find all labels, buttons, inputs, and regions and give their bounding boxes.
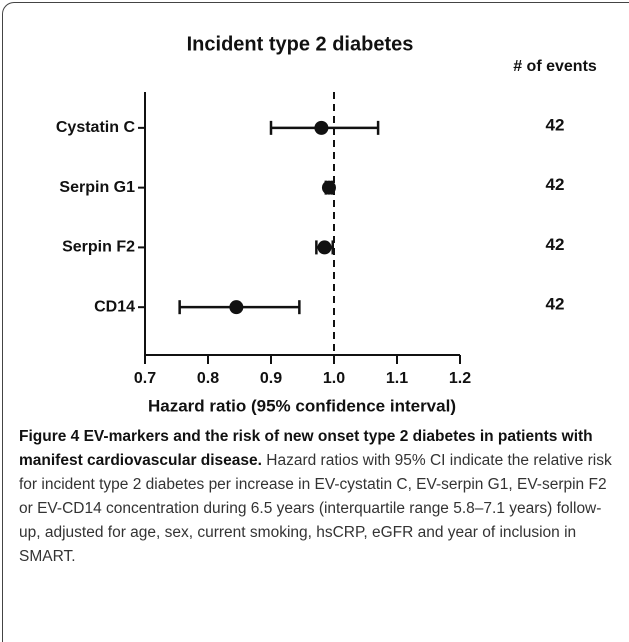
y-tick-label: Cystatin C (56, 119, 136, 136)
y-tick-label: Serpin G1 (59, 179, 135, 196)
point-estimate (321, 180, 336, 195)
point-estimate (317, 240, 332, 255)
y-tick-label: Serpin F2 (62, 239, 135, 256)
x-tick-label: 1.2 (449, 370, 471, 387)
point-estimate (229, 300, 244, 315)
x-tick-label: 0.9 (260, 370, 282, 387)
caption-text: Hazard ratios with 95% CI indicate the r… (19, 452, 612, 565)
x-tick-label: 0.8 (197, 370, 219, 387)
x-tick-label: 1.0 (323, 370, 345, 387)
x-tick-label: 0.7 (134, 370, 156, 387)
point-estimate (314, 120, 329, 135)
y-tick-label: CD14 (94, 298, 135, 315)
events-count: 42 (546, 175, 565, 194)
events-header: # of events (513, 58, 597, 75)
x-axis-label: Hazard ratio (95% confidence interval) (148, 396, 456, 415)
chart: Incident type 2 diabetes # of events Haz… (56, 33, 597, 415)
caption-title: Figure 4 EV-markers and the risk of new … (19, 428, 593, 469)
events-count: 42 (546, 295, 565, 314)
chart-title: Incident type 2 diabetes (187, 33, 414, 55)
events-count: 42 (546, 235, 565, 254)
x-tick-label: 1.1 (386, 370, 408, 387)
caption: Figure 4 EV-markers and the risk of new … (19, 425, 619, 569)
events-count: 42 (546, 115, 565, 134)
